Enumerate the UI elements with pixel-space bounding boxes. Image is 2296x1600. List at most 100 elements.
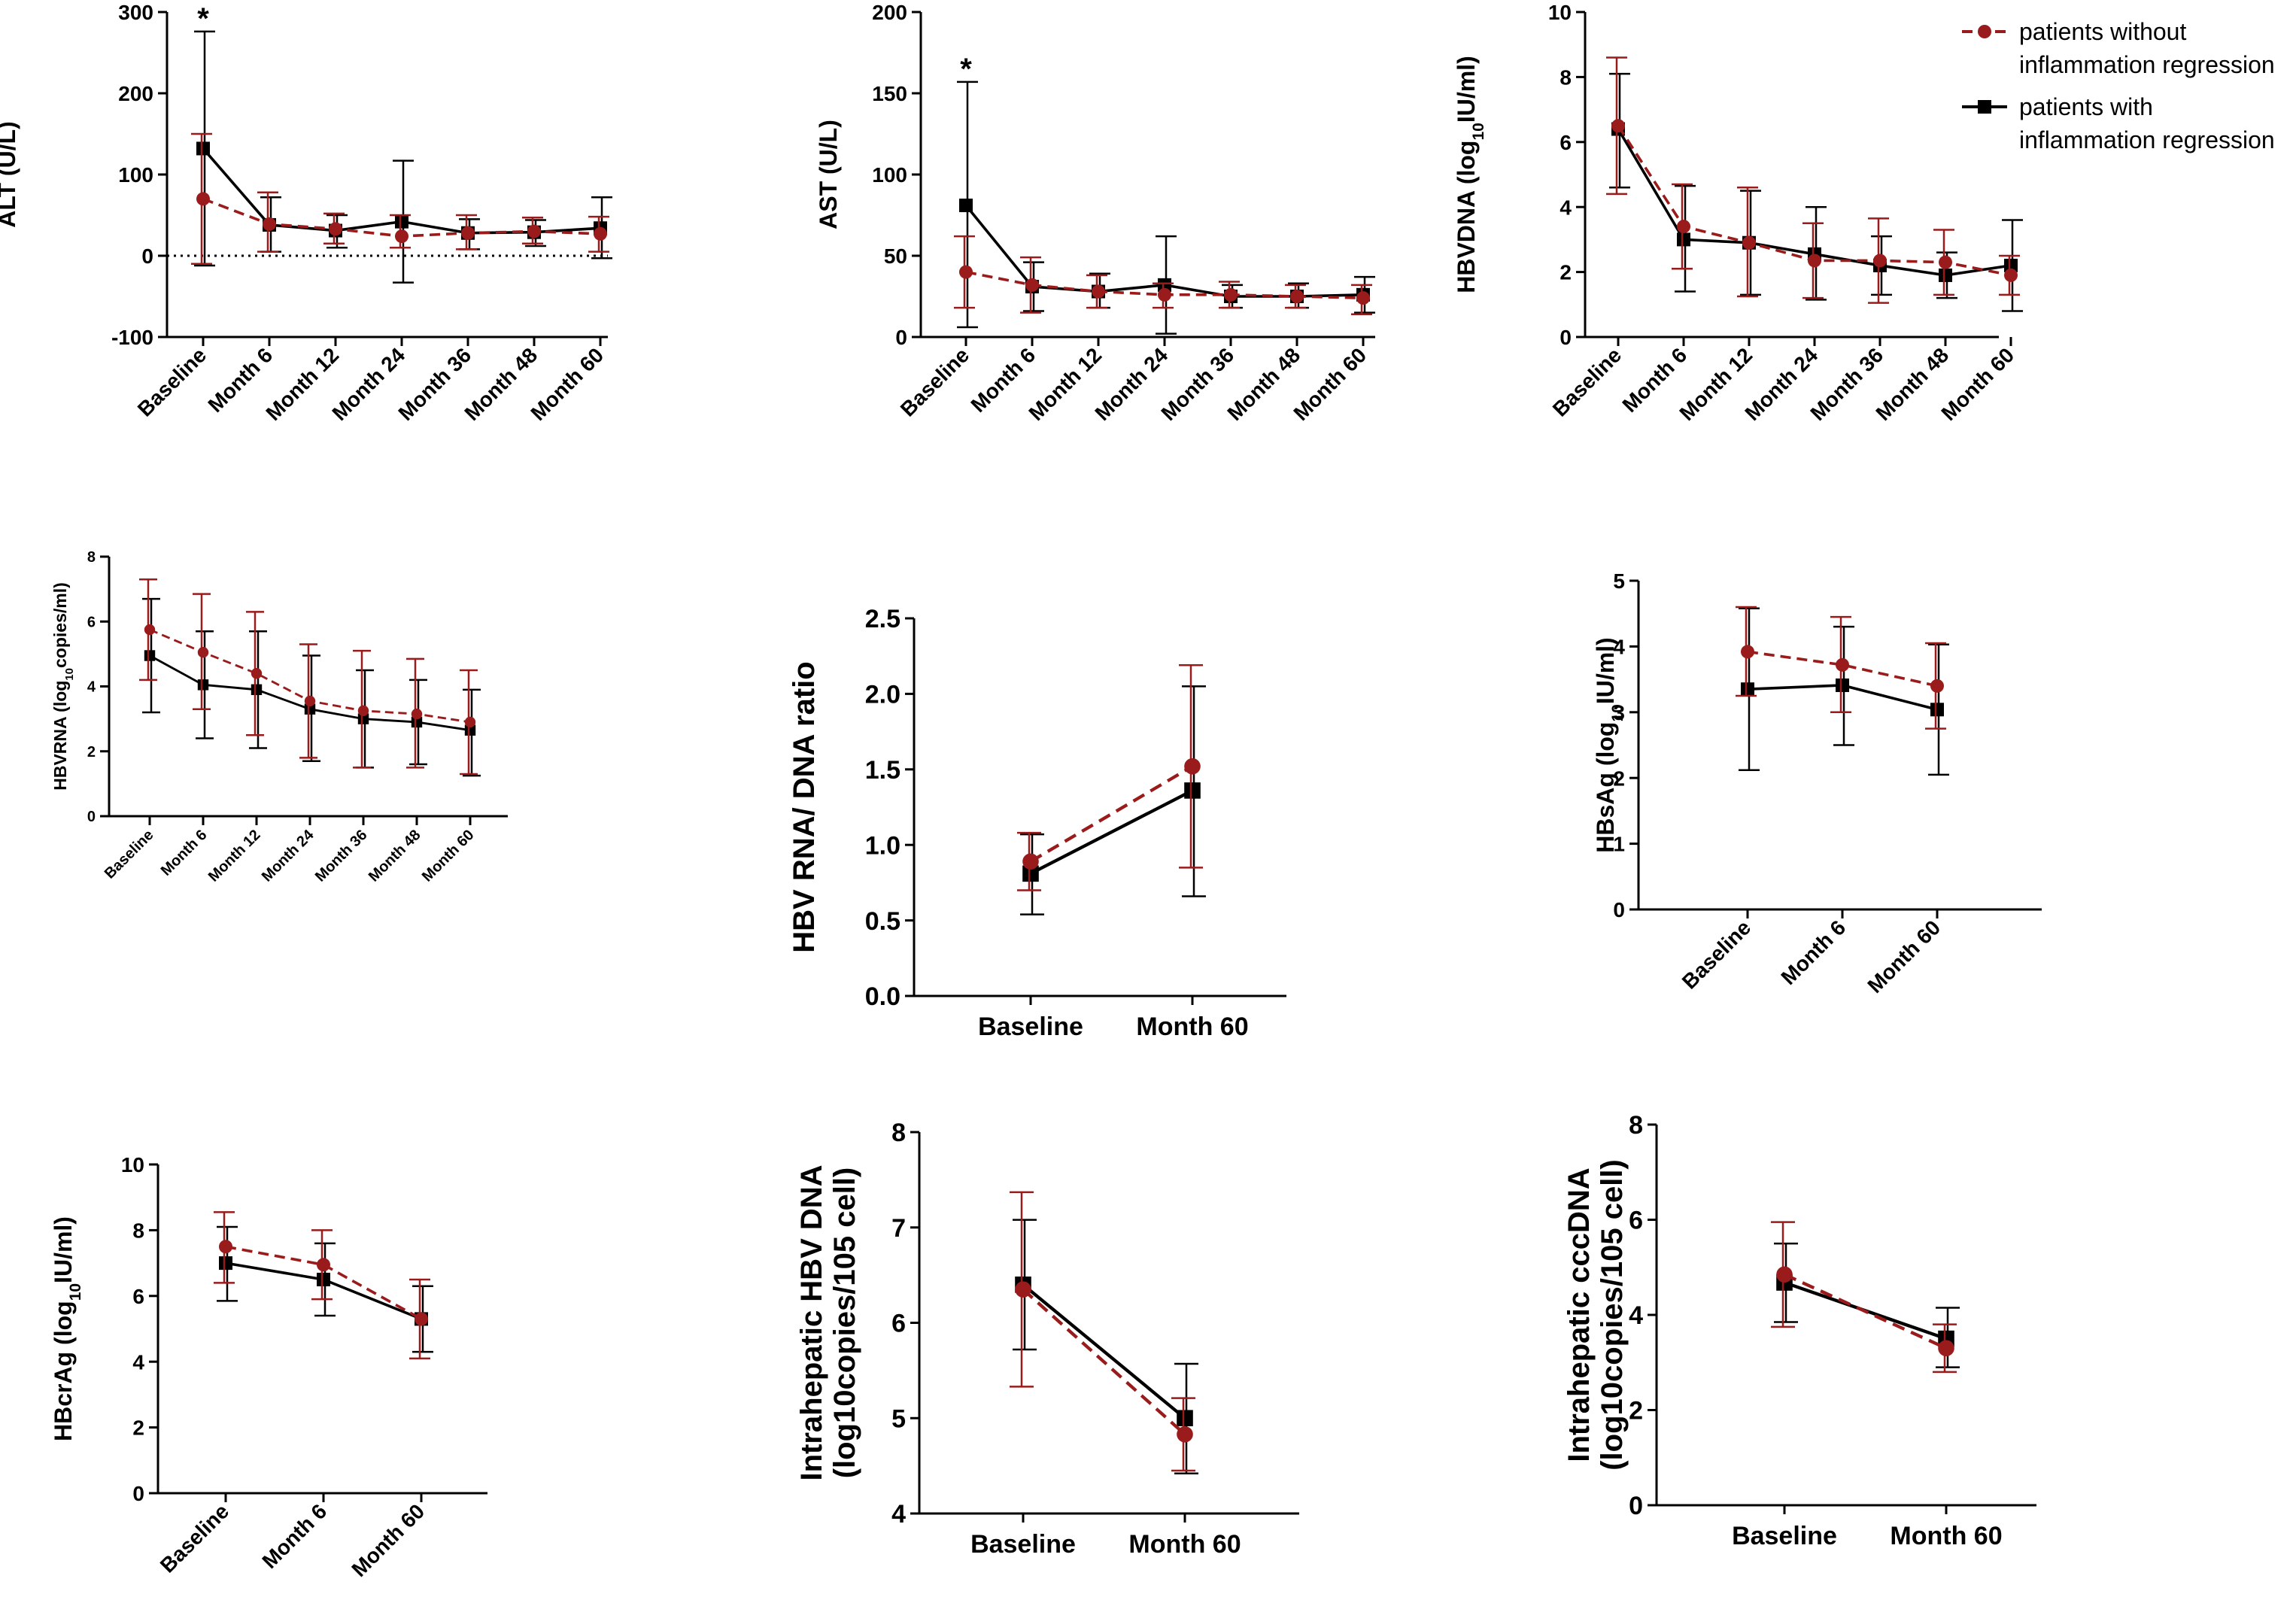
y-tick-label: 1.0 (865, 831, 900, 860)
legend-marker-square (1978, 100, 1991, 114)
data-point-square (251, 684, 263, 696)
data-point-circle (329, 222, 342, 236)
x-tick-label: Baseline (896, 343, 973, 420)
data-point-circle (251, 668, 263, 679)
y-tick-label: 4 (891, 1500, 906, 1529)
x-tick-label: Baseline (978, 1013, 1083, 1041)
x-tick-label: Month 24 (259, 826, 317, 885)
chart-hbcrag: 0 2 4 6 8 10 Baseline Month 6 Month 60 HBcrAg (lo… (50, 1153, 487, 1581)
data-point-circle (1177, 1425, 1193, 1443)
y-axis-label-part: IU/ml) (1453, 56, 1480, 123)
significance-star: * (197, 2, 209, 35)
legend-marker-circle (1978, 25, 1991, 38)
data-point-circle (1092, 284, 1105, 299)
series-line (1030, 788, 1193, 876)
y-axis-label-line1: Intrahepatic cccDNA (1563, 1167, 1596, 1462)
series-with-regression (1020, 685, 1206, 915)
y-tick-label: 7 (891, 1214, 906, 1243)
series-without-regression (1606, 56, 2020, 304)
data-point-circle (1677, 220, 1690, 234)
y-tick-label: 6 (1629, 1207, 1643, 1235)
x-tick-label: Month 60 (1936, 343, 2018, 425)
y-tick-label: 4 (87, 679, 96, 696)
y-axis-label: HBVRNA (log10copies/ml) (50, 582, 76, 791)
y-axis-label: HBsAg (log10IU/ml) (1592, 637, 1626, 852)
y-tick-label: 4 (1613, 635, 1625, 658)
data-point-square (317, 1272, 330, 1286)
series-with-regression (1774, 1242, 1960, 1368)
series-line (1029, 764, 1194, 864)
y-tick-label: 50 (884, 244, 907, 268)
data-point-circle (1836, 657, 1849, 672)
chart-ihdna: 4 5 6 7 8 Baseline Month 60 Intrahepatic HBV DN… (795, 1119, 1299, 1559)
y-tick-label: 2 (132, 1416, 144, 1440)
y-tick-label: 0 (87, 809, 96, 825)
x-tick-label: Month 60 (526, 343, 608, 425)
data-point-circle (196, 192, 210, 206)
y-tick-label: 300 (118, 1, 153, 24)
x-tick-label: Month 6 (257, 1499, 331, 1573)
y-tick-label: 0 (132, 1482, 144, 1505)
y-tick-label: 0.5 (865, 907, 900, 936)
data-point-square (1158, 278, 1171, 292)
data-point-circle (1224, 287, 1238, 302)
y-axis-label: HBVDNA (log10IU/ml) (1453, 56, 1487, 293)
x-tick-label: Month 60 (1890, 1522, 2002, 1550)
data-point-circle (1356, 291, 1370, 305)
series-without-regression (139, 578, 478, 776)
y-tick-label: 100 (118, 163, 153, 187)
y-axis-label-subscript: 10 (1470, 123, 1487, 140)
y-axis-label-part: HBVDNA (log (1453, 141, 1480, 293)
data-point-circle (1873, 254, 1887, 268)
data-point-circle (197, 647, 209, 658)
data-point-circle (415, 1312, 428, 1326)
series-with-regression (194, 30, 612, 284)
data-point-circle (1025, 278, 1039, 292)
y-tick-label: 0 (1560, 326, 1572, 349)
x-tick-label: Month 6 (1776, 915, 1850, 989)
x-tick-label: Month 60 (1136, 1013, 1248, 1041)
data-point-circle (1930, 679, 1944, 693)
y-tick-label: 0 (141, 244, 153, 268)
chart-ratio: 0.0 0.5 1.0 1.5 2.0 2.5 Baseline Month 60 HBV RN… (788, 605, 1286, 1041)
data-point-circle (594, 226, 607, 241)
series-with-regression (217, 1225, 433, 1353)
y-axis-label-line1: Intrahepatic HBV DNA (795, 1164, 828, 1480)
data-point-square (1184, 782, 1201, 799)
chart-hbsag: 0 1 2 3 4 5 Baseline Month 6 Month 60 HBsAg (log1… (1592, 569, 2042, 997)
y-tick-label: 0 (1613, 898, 1625, 921)
data-point-circle (2004, 268, 2018, 282)
y-axis-label-subscript: 10 (63, 668, 76, 681)
x-tick-label: Month 60 (1128, 1530, 1241, 1559)
y-tick-label: 200 (118, 82, 153, 105)
y-tick-label: 100 (872, 163, 907, 187)
data-point-circle (1939, 255, 1952, 269)
y-tick-label: 6 (132, 1285, 144, 1308)
y-tick-label: 8 (891, 1119, 906, 1147)
data-point-square (395, 214, 408, 229)
y-tick-label: 5 (891, 1404, 906, 1433)
data-point-square (1930, 703, 1944, 717)
y-axis-label-part: IU/ml) (1592, 637, 1619, 704)
y-axis-label-part: HBVRNA (log (50, 681, 70, 791)
legend-label-with-line2: inflammation regression (2019, 126, 2275, 153)
legend-entry-without: patients without inflammation regression (1962, 18, 2275, 78)
y-tick-label: 2.0 (865, 681, 900, 709)
data-point-square (1677, 232, 1690, 247)
y-tick-label: 1.5 (865, 756, 900, 785)
y-tick-label: 10 (121, 1153, 144, 1176)
y-tick-label: 4 (132, 1350, 144, 1374)
y-tick-label: 4 (1629, 1301, 1643, 1330)
y-tick-label: 8 (1560, 65, 1572, 89)
x-tick-label: Month 6 (158, 827, 211, 879)
y-tick-label: 3 (1613, 701, 1625, 724)
y-tick-label: 6 (1560, 131, 1572, 154)
data-point-circle (304, 695, 316, 707)
x-tick-label: Month 60 (347, 1499, 429, 1581)
data-point-circle (464, 716, 476, 728)
data-point-circle (1184, 757, 1201, 775)
